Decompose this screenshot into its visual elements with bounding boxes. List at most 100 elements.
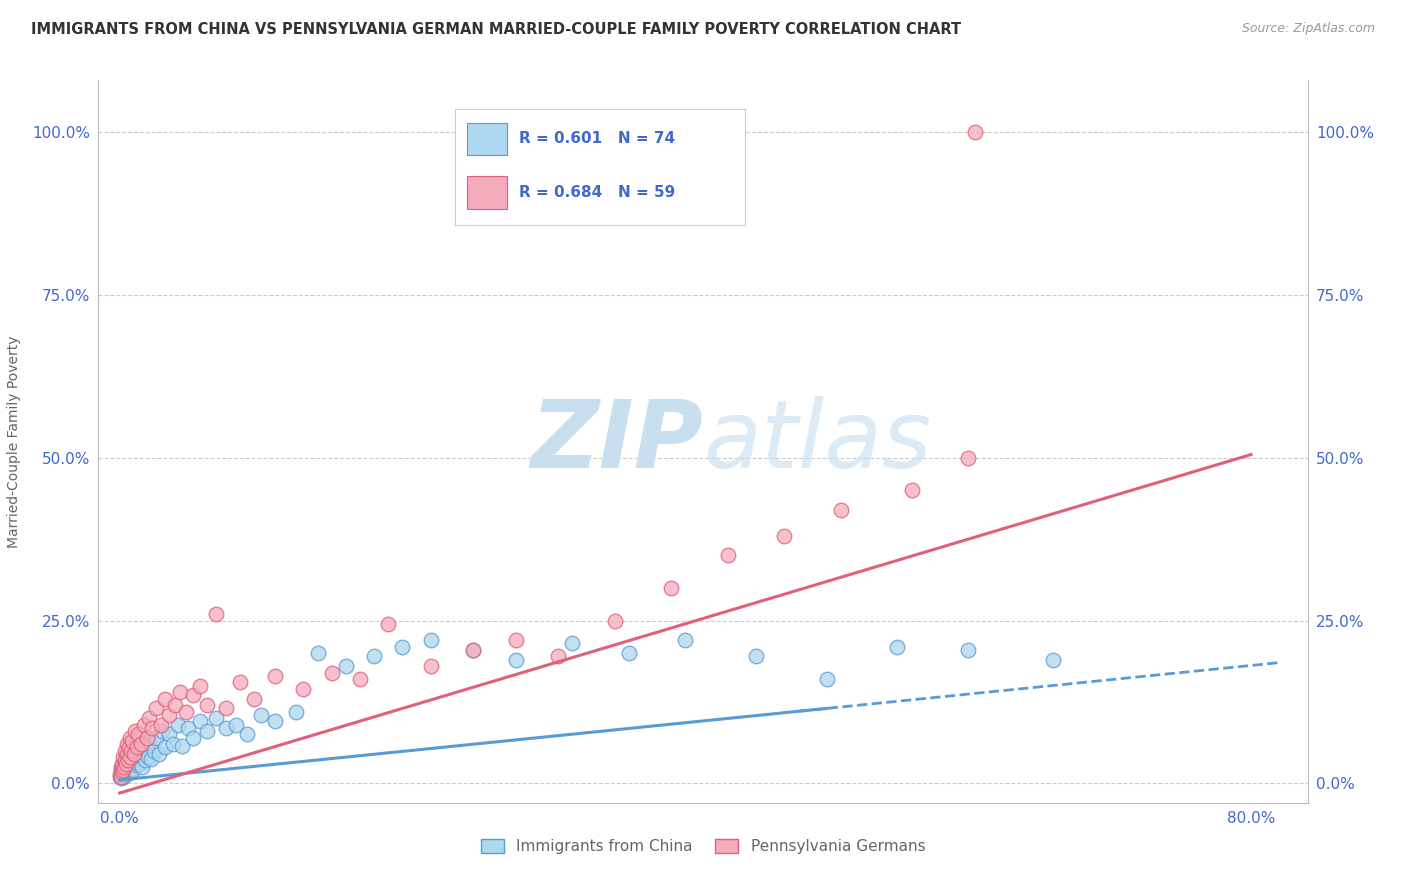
Point	[243, 691, 266, 706]
Point	[111, 760, 134, 774]
Point	[114, 768, 136, 782]
Point	[120, 744, 142, 758]
Point	[349, 672, 371, 686]
Point	[111, 770, 134, 784]
Point	[114, 754, 136, 768]
Point	[150, 724, 173, 739]
Point	[110, 760, 132, 774]
Point	[149, 717, 172, 731]
Point	[120, 751, 142, 765]
Point	[110, 766, 132, 780]
Point	[195, 724, 218, 739]
Point	[114, 750, 136, 764]
Point	[145, 701, 167, 715]
Point	[547, 649, 569, 664]
Point	[129, 745, 152, 759]
Point	[181, 731, 204, 745]
Point	[965, 125, 987, 139]
Point	[110, 771, 132, 785]
Point	[129, 737, 152, 751]
Point	[112, 764, 135, 779]
Point	[773, 529, 796, 543]
Point	[111, 764, 134, 779]
Point	[957, 643, 980, 657]
Point	[815, 672, 838, 686]
Point	[128, 756, 150, 771]
Point	[121, 762, 143, 776]
Point	[321, 665, 343, 680]
Point	[229, 675, 252, 690]
Point	[505, 633, 527, 648]
Point	[120, 764, 142, 779]
Point	[111, 768, 134, 782]
Point	[135, 731, 157, 745]
Point	[745, 649, 768, 664]
Point	[170, 739, 193, 753]
Point	[122, 754, 145, 768]
Point	[117, 737, 139, 751]
Point	[292, 681, 315, 696]
Point	[419, 659, 441, 673]
Point	[112, 760, 135, 774]
Point	[115, 747, 138, 761]
Point	[111, 756, 134, 771]
Point	[163, 698, 186, 713]
Point	[112, 756, 135, 771]
Point	[153, 740, 176, 755]
Point	[118, 750, 141, 764]
Point	[142, 744, 165, 758]
Legend: Immigrants from China, Pennsylvania Germans: Immigrants from China, Pennsylvania Germ…	[475, 833, 931, 860]
Point	[135, 742, 157, 756]
Point	[125, 740, 148, 755]
Point	[132, 717, 155, 731]
Point	[886, 640, 908, 654]
Text: Source: ZipAtlas.com: Source: ZipAtlas.com	[1241, 22, 1375, 36]
Point	[215, 701, 238, 715]
Point	[505, 652, 527, 666]
Point	[111, 764, 134, 779]
Point	[377, 616, 399, 631]
Point	[195, 698, 218, 713]
Point	[118, 747, 141, 761]
Point	[153, 691, 176, 706]
Point	[117, 754, 139, 768]
Point	[391, 640, 413, 654]
Point	[176, 721, 198, 735]
Point	[307, 646, 329, 660]
Point	[110, 770, 132, 784]
Text: atlas: atlas	[703, 396, 931, 487]
Point	[136, 750, 159, 764]
Point	[174, 705, 197, 719]
Point	[659, 581, 682, 595]
Point	[285, 705, 308, 719]
Point	[236, 727, 259, 741]
Point	[215, 721, 238, 735]
Point	[115, 764, 138, 778]
Point	[120, 731, 142, 745]
Point	[363, 649, 385, 664]
Point	[419, 633, 441, 648]
Point	[118, 740, 141, 755]
Point	[225, 717, 247, 731]
Text: IMMIGRANTS FROM CHINA VS PENNSYLVANIA GERMAN MARRIED-COUPLE FAMILY POVERTY CORRE: IMMIGRANTS FROM CHINA VS PENNSYLVANIA GE…	[31, 22, 962, 37]
Point	[110, 764, 132, 778]
Point	[264, 714, 287, 729]
Point	[131, 760, 153, 774]
Point	[181, 689, 204, 703]
Point	[169, 685, 191, 699]
Point	[114, 754, 136, 768]
Point	[127, 727, 149, 741]
Point	[122, 747, 145, 761]
Y-axis label: Married-Couple Family Poverty: Married-Couple Family Poverty	[7, 335, 21, 548]
Point	[117, 766, 139, 780]
Point	[157, 707, 180, 722]
Point	[830, 503, 852, 517]
Point	[335, 659, 357, 673]
Point	[112, 766, 135, 780]
Point	[138, 734, 160, 748]
Point	[204, 607, 226, 621]
Point	[114, 744, 136, 758]
Point	[121, 744, 143, 758]
Point	[110, 770, 132, 784]
Point	[112, 762, 135, 776]
